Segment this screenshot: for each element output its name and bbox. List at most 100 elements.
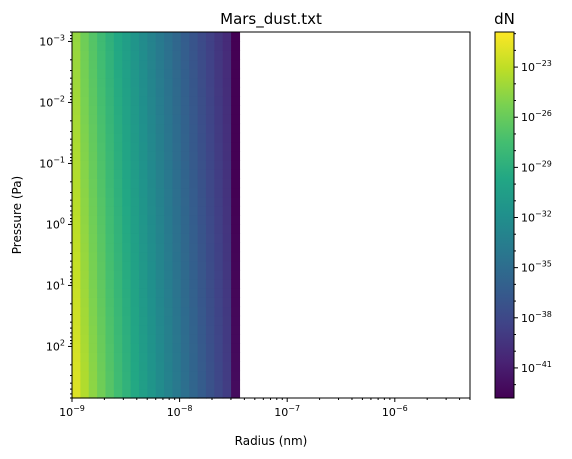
heatmap-cell — [113, 105, 123, 115]
heatmap-cell — [147, 269, 157, 280]
heatmap-cell — [214, 324, 224, 335]
heatmap-cell — [155, 352, 165, 362]
x-axis-ticks: 10−9 10−8 10−7 10−6 — [59, 398, 471, 419]
heatmap-cell — [105, 187, 115, 198]
heatmap-cell — [180, 178, 190, 189]
heatmap-cell — [197, 141, 207, 152]
heatmap-cell — [197, 370, 207, 381]
heatmap-cell — [88, 224, 98, 234]
heatmap-cell — [80, 160, 90, 170]
heatmap-cell — [180, 315, 190, 326]
heatmap-cell — [155, 343, 165, 353]
heatmap-cell — [172, 160, 182, 170]
heatmap-cell — [172, 132, 182, 143]
heatmap-cell — [205, 196, 215, 207]
heatmap-cell — [189, 279, 199, 289]
heatmap-cell — [180, 269, 190, 280]
heatmap-cell — [80, 169, 90, 179]
heatmap-cell — [155, 178, 165, 189]
heatmap-cell — [164, 86, 174, 97]
heatmap-cell — [172, 178, 182, 189]
heatmap-cell — [222, 86, 232, 97]
heatmap-cell — [214, 224, 224, 234]
heatmap-cell — [164, 169, 174, 179]
heatmap-cell — [88, 96, 98, 106]
heatmap-cell — [122, 361, 132, 372]
heatmap-cell — [147, 123, 157, 134]
heatmap-cell — [172, 50, 182, 61]
heatmap-cell — [205, 169, 215, 179]
heatmap-cell — [147, 68, 157, 79]
heatmap-cell — [189, 361, 199, 372]
heatmap-cell — [222, 343, 232, 353]
heatmap-cell — [197, 251, 207, 262]
heatmap-cell — [205, 370, 215, 381]
heatmap-cell — [80, 324, 90, 335]
heatmap-cell — [113, 315, 123, 326]
heatmap-cell — [164, 215, 174, 225]
heatmap-cell — [180, 242, 190, 253]
heatmap-cell — [88, 215, 98, 225]
heatmap-cell — [105, 224, 115, 234]
heatmap-cell — [172, 324, 182, 335]
heatmap-cell — [222, 105, 232, 115]
heatmap-cell — [231, 32, 241, 42]
x-tick-label: 10−6 — [382, 404, 408, 419]
heatmap-cell — [205, 315, 215, 326]
colorbar-tick-label: 10−23 — [521, 59, 552, 74]
heatmap-cell — [105, 123, 115, 134]
heatmap-cell — [72, 269, 81, 280]
heatmap-cell — [122, 297, 132, 308]
heatmap-cell — [172, 251, 182, 262]
heatmap-cell — [147, 150, 157, 161]
heatmap-cell — [205, 132, 215, 143]
heatmap-cell — [113, 242, 123, 253]
heatmap-cell — [130, 343, 140, 353]
heatmap-cell — [214, 196, 224, 207]
heatmap-cell — [189, 324, 199, 335]
heatmap-cell — [105, 279, 115, 289]
heatmap-cell — [155, 370, 165, 381]
heatmap-cell — [147, 288, 157, 298]
y-tick-label: 100 — [46, 216, 65, 231]
heatmap-cell — [113, 86, 123, 97]
heatmap-cell — [164, 379, 174, 390]
heatmap-cell — [172, 187, 182, 198]
heatmap-cell — [138, 50, 148, 61]
heatmap-cell — [222, 123, 232, 134]
heatmap-cell — [164, 160, 174, 170]
heatmap-cell — [88, 288, 98, 298]
heatmap-cell — [80, 50, 90, 61]
y-tick-label: 10−2 — [39, 94, 65, 109]
heatmap-cell — [172, 315, 182, 326]
heatmap-cell — [147, 324, 157, 335]
heatmap-cell — [97, 297, 107, 308]
heatmap-cell — [122, 169, 132, 179]
heatmap-cell — [205, 297, 215, 308]
colorbar-tick-label: 10−38 — [521, 310, 552, 325]
heatmap-cell — [113, 123, 123, 134]
heatmap-cell — [72, 105, 81, 115]
heatmap-cell — [231, 279, 241, 289]
heatmap-cell — [180, 77, 190, 88]
heatmap-cell — [164, 333, 174, 344]
heatmap-cell — [155, 224, 165, 234]
heatmap-cell — [164, 50, 174, 61]
heatmap-cell — [80, 297, 90, 308]
heatmap-cell — [205, 269, 215, 280]
heatmap-cell — [189, 132, 199, 143]
heatmap-cell — [72, 205, 81, 216]
heatmap-cell — [147, 86, 157, 97]
heatmap-cell — [197, 233, 207, 244]
heatmap-cell — [88, 86, 98, 97]
heatmap-cell — [138, 297, 148, 308]
heatmap-cell — [138, 187, 148, 198]
heatmap-cell — [172, 333, 182, 344]
heatmap-cell — [105, 260, 115, 271]
heatmap-cell — [189, 68, 199, 79]
heatmap-cell — [197, 215, 207, 225]
heatmap-cell — [155, 315, 165, 326]
heatmap-cell — [189, 169, 199, 179]
heatmap-cell — [80, 150, 90, 161]
heatmap-cell — [205, 187, 215, 198]
